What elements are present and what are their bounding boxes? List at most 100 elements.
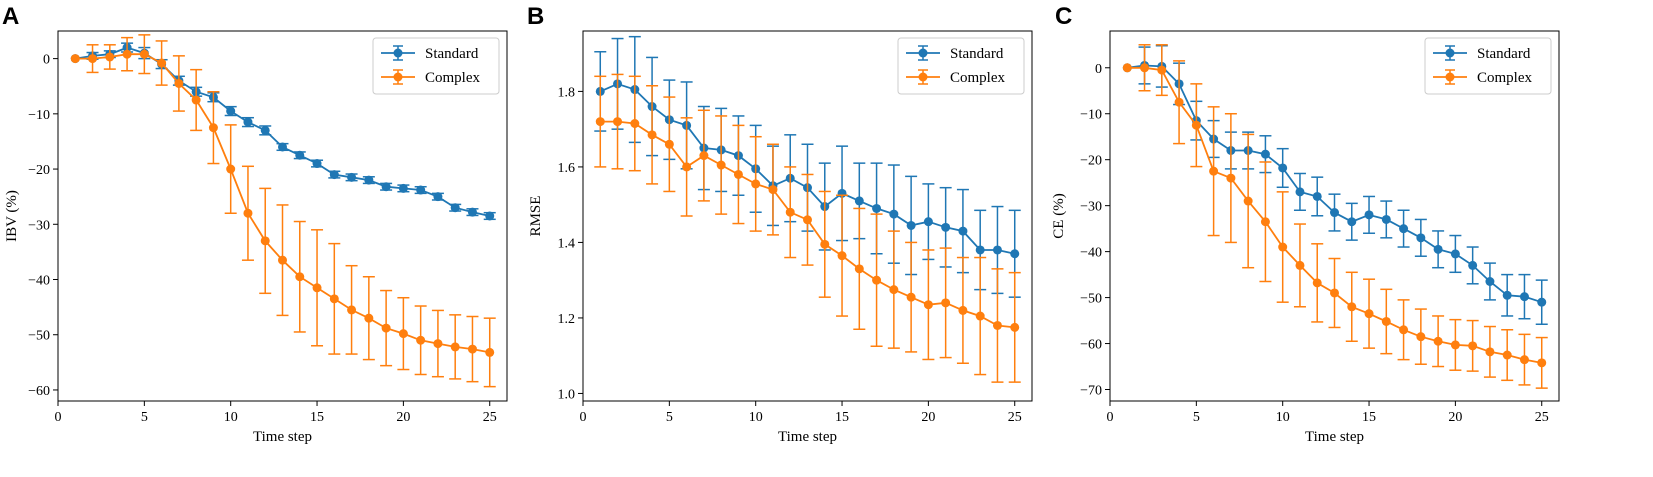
data-point [613, 117, 623, 127]
data-point [485, 347, 495, 357]
data-point [398, 183, 408, 193]
x-tick-label: 5 [666, 410, 673, 425]
x-tick-label: 10 [224, 410, 238, 425]
legend-label: Complex [950, 70, 1005, 86]
panel-letter: B [527, 3, 544, 30]
data-point [992, 320, 1002, 330]
legend-marker [918, 48, 928, 58]
data-point [243, 208, 253, 218]
data-point [733, 169, 743, 179]
y-tick-label: −60 [28, 384, 50, 399]
data-point [889, 285, 899, 295]
x-tick-label: 0 [1107, 410, 1114, 425]
x-tick-label: 10 [749, 410, 763, 425]
data-point [1278, 242, 1288, 252]
data-point [157, 58, 167, 68]
data-point [1519, 292, 1529, 302]
axes-frame [57, 30, 508, 402]
axes-frame [582, 30, 1033, 402]
data-point [1312, 278, 1322, 288]
data-point [347, 305, 357, 315]
data-point [992, 245, 1002, 255]
data-point [923, 217, 933, 227]
y-tick-label: −20 [28, 163, 50, 178]
data-point [958, 305, 968, 315]
data-point [872, 203, 882, 213]
data-point [1433, 244, 1443, 254]
data-point [699, 151, 709, 161]
data-point [278, 142, 287, 152]
x-axis-label: Time step [778, 429, 837, 445]
data-point [139, 49, 149, 59]
data-point [1191, 120, 1201, 130]
data-point [1399, 224, 1409, 234]
data-point [889, 209, 899, 219]
legend-box [897, 37, 1025, 95]
panel-letter: C [1055, 3, 1072, 30]
data-point [1174, 97, 1184, 107]
data-point [295, 150, 305, 160]
y-tick-label: −30 [1080, 200, 1102, 215]
x-tick-label: 5 [141, 410, 148, 425]
data-point [450, 203, 460, 213]
y-tick-label: −10 [1080, 108, 1102, 123]
data-point [450, 342, 460, 352]
data-point [416, 335, 426, 345]
data-point [1260, 217, 1270, 227]
x-tick-label: 20 [396, 410, 410, 425]
data-point [1485, 347, 1495, 357]
data-point [208, 123, 218, 133]
legend: Standard Complex [897, 37, 1025, 95]
y-tick-label: 1.2 [558, 312, 576, 327]
y-axis-label: IBV (%) [4, 190, 20, 242]
y-tick-label: −10 [28, 108, 50, 123]
data-point [364, 313, 374, 323]
legend-marker [393, 72, 403, 82]
data-point [105, 52, 115, 62]
y-tick-label: 1.6 [558, 161, 576, 176]
y-tick-label: −20 [1080, 154, 1102, 169]
data-point [630, 119, 640, 128]
data-point [1010, 249, 1020, 259]
data-point [1519, 355, 1529, 365]
data-point [174, 78, 184, 88]
data-point [1416, 233, 1426, 243]
legend-marker [393, 48, 403, 58]
data-point [872, 275, 882, 285]
data-point [226, 106, 236, 116]
data-point [906, 220, 916, 230]
data-point [1485, 276, 1495, 286]
x-tick-label: 25 [483, 410, 497, 425]
data-point [467, 344, 477, 354]
data-point [226, 164, 236, 174]
data-point [1381, 214, 1391, 224]
data-point [1010, 322, 1020, 332]
data-point [295, 272, 305, 282]
data-point [364, 175, 374, 185]
data-point [803, 215, 812, 225]
x-tick-label: 20 [921, 410, 935, 425]
chart-panel-c: C 0 5 10 15 20 25 0 −10 −20 −30 −40 −50 −60 −70 Time st… [1051, 3, 1560, 445]
data-point [485, 211, 495, 221]
x-tick-label: 15 [1362, 410, 1376, 425]
y-tick-label: 1.8 [558, 85, 576, 100]
data-point [854, 196, 864, 206]
data-point [941, 298, 951, 308]
y-tick-label: 1.4 [558, 236, 576, 251]
data-point [1330, 288, 1339, 298]
data-point [785, 207, 795, 217]
data-point [467, 207, 477, 217]
data-point [682, 162, 692, 172]
data-point [716, 160, 726, 170]
data-point [768, 185, 778, 195]
data-point [820, 239, 830, 249]
data-point [975, 245, 985, 255]
axes-frame [1109, 30, 1560, 402]
data-point [1243, 196, 1253, 206]
data-point [1468, 341, 1478, 351]
legend: Standard Complex [1424, 37, 1552, 95]
data-point [664, 139, 674, 149]
x-tick-label: 0 [580, 410, 587, 425]
data-point [1399, 325, 1409, 335]
